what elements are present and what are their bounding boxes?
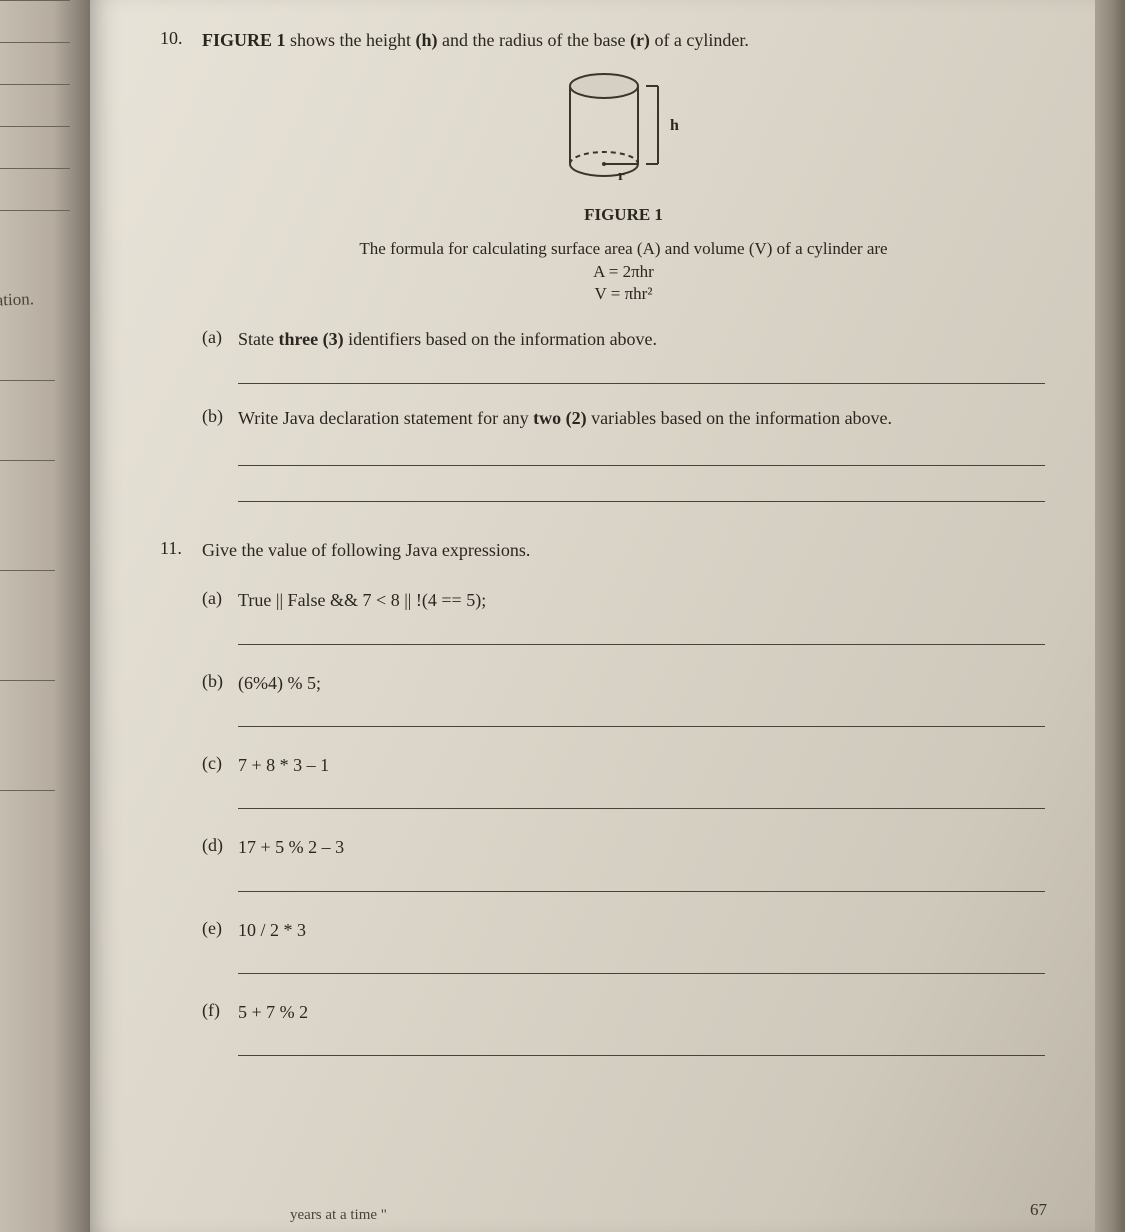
spine-label: ration. — [0, 289, 34, 311]
java-expr: 17 + 5 % 2 – 3 — [238, 837, 344, 857]
ruled-line — [0, 790, 55, 791]
subq-letter: (a) — [202, 327, 238, 383]
ruled-line — [0, 42, 70, 84]
figure-ref: FIGURE 1 — [202, 30, 286, 50]
subq-letter: (b) — [202, 406, 238, 502]
subq-bold: three (3) — [279, 329, 344, 349]
java-expr: 7 + 8 * 3 – 1 — [238, 755, 329, 775]
answer-line — [238, 1030, 1045, 1056]
question-stem: Give the value of following Java express… — [202, 538, 1045, 562]
answer-line — [238, 783, 1045, 809]
cylinder-icon: r h — [534, 64, 714, 194]
subq-text: Write Java declaration statement for any… — [238, 406, 1045, 502]
ruled-line — [0, 460, 55, 461]
right-page-edge — [1095, 0, 1125, 1232]
subq-expr: 5 + 7 % 2 — [238, 1000, 1045, 1056]
ruled-line — [0, 126, 70, 168]
answer-line — [238, 619, 1045, 645]
subq-expr: 10 / 2 * 3 — [238, 918, 1045, 974]
java-expr: (6%4) % 5; — [238, 673, 321, 693]
figure-1: r h FIGURE 1 — [202, 64, 1045, 225]
subq-letter: (f) — [202, 1000, 238, 1056]
subquestion-11d: (d) 17 + 5 % 2 – 3 — [202, 835, 1045, 891]
page-number: 67 — [1030, 1200, 1047, 1220]
ruled-line — [0, 380, 55, 381]
stem-text: shows the height — [286, 30, 416, 50]
subq-expr: 7 + 8 * 3 – 1 — [238, 753, 1045, 809]
subq-letter: (c) — [202, 753, 238, 809]
subq-letter: (e) — [202, 918, 238, 974]
answer-line — [238, 701, 1045, 727]
question-10: 10. FIGURE 1 shows the height (h) and th… — [160, 28, 1045, 502]
ruled-line — [0, 210, 70, 252]
formula-volume: V = πhr² — [202, 283, 1045, 305]
formula-area: A = 2πhr — [202, 261, 1045, 283]
subq-letter: (b) — [202, 671, 238, 727]
ruled-line — [0, 680, 55, 681]
question-number: 11. — [160, 538, 202, 559]
answer-line — [238, 948, 1045, 974]
subquestion-11e: (e) 10 / 2 * 3 — [202, 918, 1045, 974]
java-expr: 10 / 2 * 3 — [238, 920, 306, 940]
stem-text: of a cylinder. — [650, 30, 749, 50]
subquestion-10b: (b) Write Java declaration statement for… — [202, 406, 1045, 502]
answer-line — [238, 436, 1045, 466]
subq-bold: two (2) — [533, 408, 586, 428]
subquestion-11c: (c) 7 + 8 * 3 – 1 — [202, 753, 1045, 809]
radius-label: r — [618, 168, 625, 184]
subq-pre: Write Java declaration statement for any — [238, 408, 533, 428]
subquestion-11a: (a) True || False && 7 < 8 || !(4 == 5); — [202, 588, 1045, 644]
question-11: 11. Give the value of following Java exp… — [160, 538, 1045, 1056]
subq-expr: (6%4) % 5; — [238, 671, 1045, 727]
subq-expr: True || False && 7 < 8 || !(4 == 5); — [238, 588, 1045, 644]
question-stem: FIGURE 1 shows the height (h) and the ra… — [202, 28, 1045, 52]
main-page: 10. FIGURE 1 shows the height (h) and th… — [90, 0, 1095, 1232]
answer-line — [238, 866, 1045, 892]
question-body: Give the value of following Java express… — [202, 538, 1045, 1056]
formula-lines: A = 2πhr V = πhr² — [202, 261, 1045, 305]
java-expr: True || False && 7 < 8 || !(4 == 5); — [238, 590, 486, 610]
footer-fragment: years at a time " — [290, 1207, 387, 1224]
ruled-line — [0, 84, 70, 126]
page-container: ration. 10. FIGURE 1 shows the height (h… — [0, 0, 1125, 1232]
figure-caption: FIGURE 1 — [202, 205, 1045, 225]
ruled-line — [0, 0, 70, 42]
subq-pre: State — [238, 329, 279, 349]
subq-expr: 17 + 5 % 2 – 3 — [238, 835, 1045, 891]
ruled-block-top — [0, 0, 70, 260]
ruled-line — [0, 570, 55, 571]
left-spine: ration. — [0, 0, 90, 1232]
var-r: (r) — [630, 30, 650, 50]
formula-intro: The formula for calculating surface area… — [202, 239, 1045, 259]
height-label: h — [670, 117, 679, 134]
ruled-line — [0, 168, 70, 210]
var-h: (h) — [416, 30, 438, 50]
subquestion-11b: (b) (6%4) % 5; — [202, 671, 1045, 727]
answer-line — [238, 472, 1045, 502]
subq-post: identifiers based on the information abo… — [344, 329, 657, 349]
java-expr: 5 + 7 % 2 — [238, 1002, 308, 1022]
subq-text: State three (3) identifiers based on the… — [238, 327, 1045, 383]
subquestion-10a: (a) State three (3) identifiers based on… — [202, 327, 1045, 383]
subquestion-11f: (f) 5 + 7 % 2 — [202, 1000, 1045, 1056]
answer-line — [238, 358, 1045, 384]
subq-letter: (a) — [202, 588, 238, 644]
subq-post: variables based on the information above… — [587, 408, 892, 428]
question-body: FIGURE 1 shows the height (h) and the ra… — [202, 28, 1045, 502]
stem-text: and the radius of the base — [438, 30, 630, 50]
question-number: 10. — [160, 28, 202, 49]
subq-letter: (d) — [202, 835, 238, 891]
